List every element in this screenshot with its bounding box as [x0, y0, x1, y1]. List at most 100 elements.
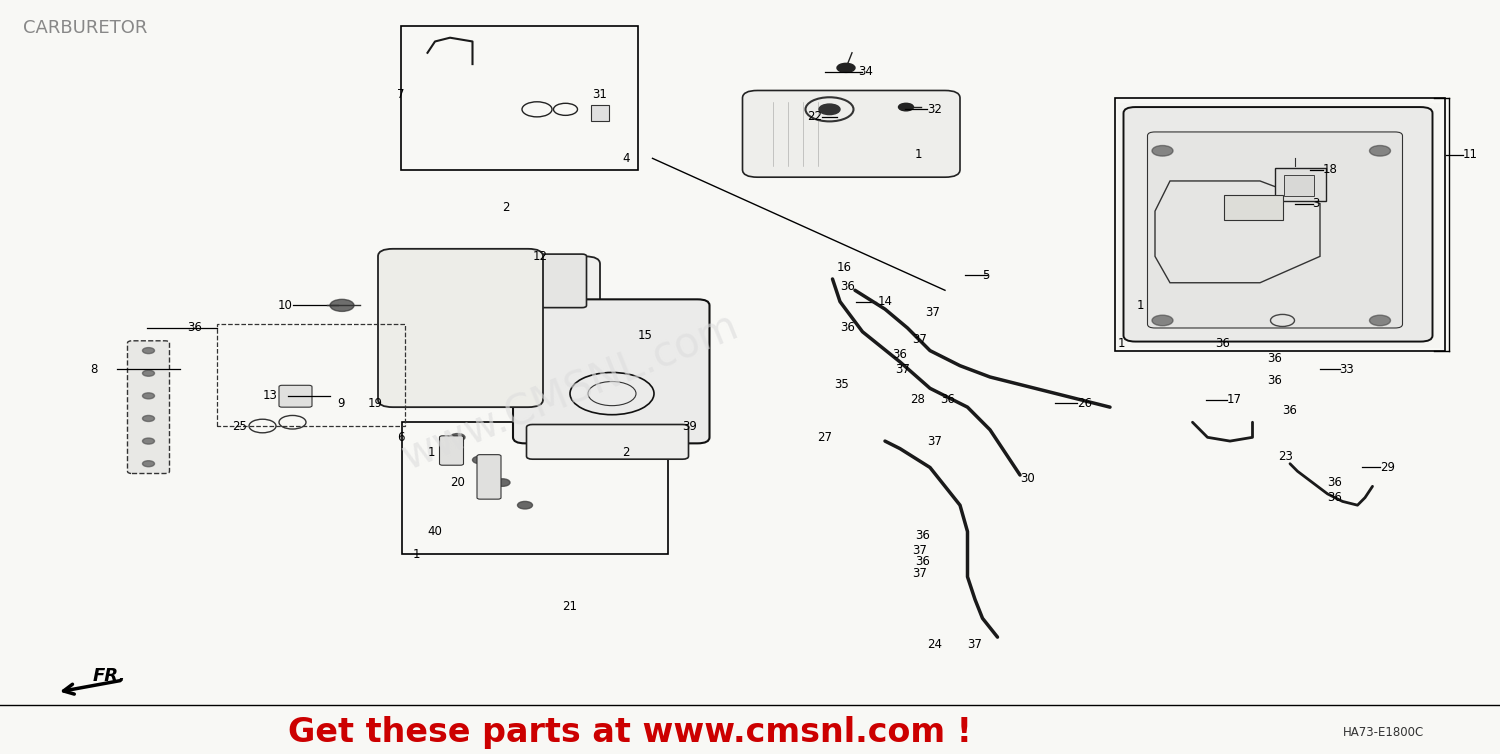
Text: 23: 23 [1278, 449, 1293, 463]
FancyBboxPatch shape [1224, 195, 1282, 220]
Circle shape [898, 103, 914, 111]
Text: 26: 26 [1077, 397, 1092, 410]
Text: 20: 20 [450, 476, 465, 489]
Text: 1: 1 [1137, 299, 1144, 312]
FancyBboxPatch shape [128, 341, 170, 474]
Circle shape [518, 501, 532, 509]
Text: www.CMSNL.com: www.CMSNL.com [396, 305, 744, 479]
Circle shape [819, 104, 840, 115]
Text: 25: 25 [232, 419, 248, 433]
Text: FR.: FR. [93, 667, 126, 685]
Text: 36: 36 [1328, 491, 1342, 504]
Text: 8: 8 [90, 363, 98, 376]
Text: 40: 40 [427, 525, 442, 538]
Text: 32: 32 [927, 103, 942, 116]
Text: 37: 37 [912, 566, 927, 580]
FancyBboxPatch shape [477, 455, 501, 499]
Circle shape [142, 370, 154, 376]
Text: 22: 22 [807, 110, 822, 124]
Text: 36: 36 [1268, 351, 1282, 365]
Text: 21: 21 [562, 600, 578, 614]
Text: 36: 36 [940, 393, 956, 406]
Circle shape [1370, 146, 1390, 156]
Text: 24: 24 [927, 638, 942, 651]
Text: 19: 19 [368, 397, 382, 410]
Text: 17: 17 [1227, 393, 1242, 406]
Text: 1: 1 [1118, 336, 1125, 350]
Text: 37: 37 [912, 333, 927, 346]
FancyBboxPatch shape [540, 254, 586, 308]
Text: 29: 29 [1380, 461, 1395, 474]
Text: 36: 36 [1328, 476, 1342, 489]
FancyBboxPatch shape [440, 436, 464, 465]
Circle shape [1152, 146, 1173, 156]
Text: 6: 6 [398, 431, 405, 444]
Text: 18: 18 [1323, 163, 1338, 176]
Text: 5: 5 [982, 268, 990, 282]
Text: 13: 13 [262, 389, 278, 403]
Text: 36: 36 [840, 321, 855, 335]
Text: 37: 37 [896, 363, 910, 376]
FancyBboxPatch shape [1148, 132, 1402, 328]
Text: HA73-E1800C: HA73-E1800C [1342, 726, 1424, 740]
Bar [400, 26, 638, 170]
Text: 34: 34 [858, 65, 873, 78]
Text: 37: 37 [912, 544, 927, 557]
Circle shape [330, 299, 354, 311]
Text: 15: 15 [638, 329, 652, 342]
FancyBboxPatch shape [279, 385, 312, 407]
Text: Get these parts at www.cmsnl.com !: Get these parts at www.cmsnl.com ! [288, 716, 972, 749]
Text: 14: 14 [878, 295, 892, 308]
Text: 28: 28 [910, 393, 926, 406]
FancyBboxPatch shape [1275, 168, 1326, 201]
Bar [1114, 98, 1444, 351]
Text: 1: 1 [413, 547, 420, 561]
FancyBboxPatch shape [513, 299, 709, 443]
Text: 36: 36 [840, 280, 855, 293]
FancyBboxPatch shape [1284, 175, 1314, 196]
Text: 36: 36 [1282, 404, 1298, 418]
Text: 9: 9 [338, 397, 345, 410]
Text: 1: 1 [915, 148, 922, 161]
Text: 12: 12 [532, 250, 548, 263]
FancyBboxPatch shape [526, 425, 688, 459]
Text: 33: 33 [1340, 363, 1354, 376]
FancyBboxPatch shape [1118, 103, 1440, 348]
FancyBboxPatch shape [1124, 107, 1432, 342]
Text: 7: 7 [398, 87, 405, 101]
Text: 36: 36 [1215, 336, 1230, 350]
Text: 36: 36 [915, 529, 930, 542]
Circle shape [142, 438, 154, 444]
Circle shape [1370, 315, 1390, 326]
Text: 37: 37 [927, 434, 942, 448]
Text: 36: 36 [915, 555, 930, 569]
Circle shape [142, 461, 154, 467]
Circle shape [1152, 315, 1173, 326]
Bar [402, 422, 668, 554]
Text: 10: 10 [278, 299, 292, 312]
Text: 4: 4 [622, 152, 630, 165]
FancyBboxPatch shape [518, 336, 540, 373]
Text: CARBURETOR: CARBURETOR [22, 19, 147, 37]
Circle shape [837, 63, 855, 72]
Text: 11: 11 [1462, 148, 1478, 161]
Circle shape [495, 479, 510, 486]
Text: 1: 1 [427, 446, 435, 459]
Text: 2: 2 [503, 201, 510, 214]
Text: 30: 30 [1020, 472, 1035, 486]
Text: 3: 3 [1312, 197, 1320, 210]
Text: 36: 36 [892, 348, 908, 361]
FancyBboxPatch shape [378, 249, 543, 407]
Text: 35: 35 [834, 378, 849, 391]
Text: 37: 37 [968, 638, 982, 651]
FancyBboxPatch shape [390, 256, 600, 396]
FancyBboxPatch shape [742, 90, 960, 177]
Circle shape [142, 415, 154, 421]
Circle shape [142, 348, 154, 354]
Text: 27: 27 [818, 431, 833, 444]
Circle shape [450, 434, 465, 441]
Text: 39: 39 [682, 419, 698, 433]
Text: 37: 37 [926, 306, 940, 320]
Circle shape [142, 393, 154, 399]
Text: 31: 31 [592, 87, 608, 101]
